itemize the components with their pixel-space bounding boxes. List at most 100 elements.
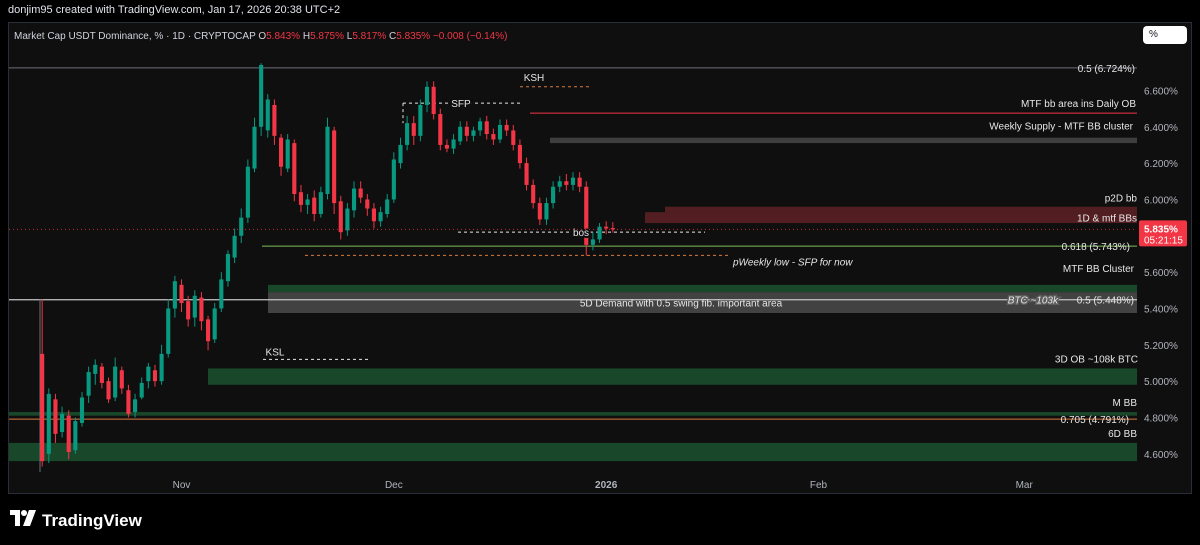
candle-body	[391, 159, 396, 200]
candle-body	[99, 366, 104, 383]
candle-body	[511, 130, 516, 145]
y-axis-tick-label: 5.400%	[1144, 304, 1178, 315]
low-label: L	[346, 31, 353, 42]
label-mtf-bb-daily-ob: MTF bb area ins Daily OB	[1021, 99, 1136, 110]
candle-body	[46, 393, 51, 454]
candle-body	[497, 124, 503, 140]
label-bos: bos	[573, 228, 589, 239]
candle-body	[119, 370, 124, 389]
y-axis-tick-label: 5.000%	[1144, 377, 1178, 388]
ohlc-legend: Market Cap USDT Dominance, % · 1D · CRYP…	[14, 31, 507, 42]
label-ksl: KSL	[266, 347, 285, 358]
candle-body	[179, 284, 184, 304]
candle-body	[146, 366, 151, 382]
candle-body	[590, 239, 595, 245]
candle-body	[604, 226, 609, 229]
zone-6d-bb	[9, 442, 1137, 462]
candle-body	[358, 188, 363, 198]
zone-m-bb	[9, 412, 1137, 416]
candle-body	[212, 308, 217, 340]
open-value: 5.843%	[266, 31, 301, 42]
candle-body	[272, 104, 277, 136]
candle-body	[199, 297, 204, 322]
candle-body	[570, 177, 576, 185]
candle-body	[318, 192, 323, 214]
candle-body	[371, 208, 376, 222]
label-mtf-bb-cluster: MTF BB Cluster	[1063, 264, 1135, 275]
x-axis-tick-label: 2026	[595, 480, 618, 491]
change-value: −0.008 (−0.14%)	[432, 31, 508, 42]
label-btc-103k: BTC ~103k	[1008, 296, 1059, 307]
candle-body	[564, 181, 569, 185]
candle-body	[40, 353, 45, 462]
label-3d-ob: 3D OB ~108k BTC	[1055, 354, 1138, 365]
candle-body	[219, 279, 224, 309]
high-label: H	[302, 31, 311, 42]
candle-body	[79, 397, 85, 423]
candle-body	[53, 399, 58, 434]
candle-body	[206, 319, 211, 342]
candle-body	[365, 199, 370, 209]
tradingview-logo-icon	[10, 510, 36, 531]
candle-body	[484, 121, 489, 135]
symbol-title: Market Cap USDT Dominance, % · 1D · CRYP…	[14, 31, 256, 42]
candle-body	[139, 382, 144, 398]
candle-body	[186, 301, 191, 320]
candle-body	[471, 130, 476, 136]
y-axis-tick-label: 6.000%	[1144, 195, 1178, 206]
open-label: O	[258, 31, 267, 42]
zone-5d-demand	[268, 292, 1137, 314]
candle-body	[113, 366, 118, 398]
zone-3d-ob	[208, 368, 1137, 385]
candle-body	[166, 308, 171, 354]
x-axis-tick-label: Dec	[385, 480, 403, 491]
label-1d-mtf-bbs: 1D & mtf BBs	[1077, 214, 1137, 225]
candle-body	[418, 104, 423, 136]
x-axis-tick-label: Mar	[1016, 480, 1034, 491]
candle-body	[259, 64, 264, 127]
candle-body	[172, 281, 177, 309]
candle-body	[551, 186, 556, 204]
candle-body	[531, 184, 536, 204]
y-axis-tick-label: 4.600%	[1144, 450, 1178, 461]
low-value: 5.817%	[352, 31, 387, 42]
label-5d-demand: 5D Demand with 0.5 swing fib. important …	[580, 299, 783, 310]
candle-body	[265, 99, 270, 131]
zone-p2d-bb	[665, 206, 1137, 213]
candle-body	[126, 390, 131, 414]
candle-body	[438, 114, 443, 145]
label-6d-bb: 6D BB	[1108, 429, 1137, 440]
label-weekly-supply: Weekly Supply - MTF BB cluster	[989, 122, 1133, 133]
candle-body	[252, 126, 257, 169]
candle-body	[192, 295, 197, 318]
candle-body	[385, 199, 390, 214]
candle-body	[504, 124, 509, 131]
candle-body	[351, 188, 357, 211]
candle-body	[517, 144, 522, 164]
label-fib-0-618: 0.618 (5.743%)	[1062, 242, 1130, 253]
candle-body	[338, 201, 343, 233]
scale-percent-button[interactable]: %	[1143, 26, 1187, 44]
candle-body	[66, 415, 71, 453]
x-axis-tick-label: Feb	[810, 480, 828, 491]
high-value: 5.875%	[310, 31, 344, 42]
candle-body	[245, 166, 250, 218]
candle-body	[405, 123, 410, 145]
candle-body	[93, 364, 98, 374]
zone-1d-mtf-bbs	[645, 212, 1137, 224]
candle-body	[285, 139, 290, 169]
candle-body	[60, 413, 65, 433]
last-price-value: 5.835%	[1144, 224, 1178, 235]
candle-body	[610, 227, 615, 230]
candle-body	[398, 144, 403, 164]
y-axis-tick-label: 6.600%	[1144, 86, 1178, 97]
candle-body	[159, 353, 164, 382]
last-price-badge	[1139, 220, 1187, 247]
y-axis-tick-label: 4.800%	[1144, 413, 1178, 424]
candle-body	[424, 86, 430, 105]
candle-body	[557, 181, 562, 187]
candle-body	[491, 134, 496, 140]
candle-body	[278, 137, 284, 167]
candle-body	[86, 372, 91, 396]
